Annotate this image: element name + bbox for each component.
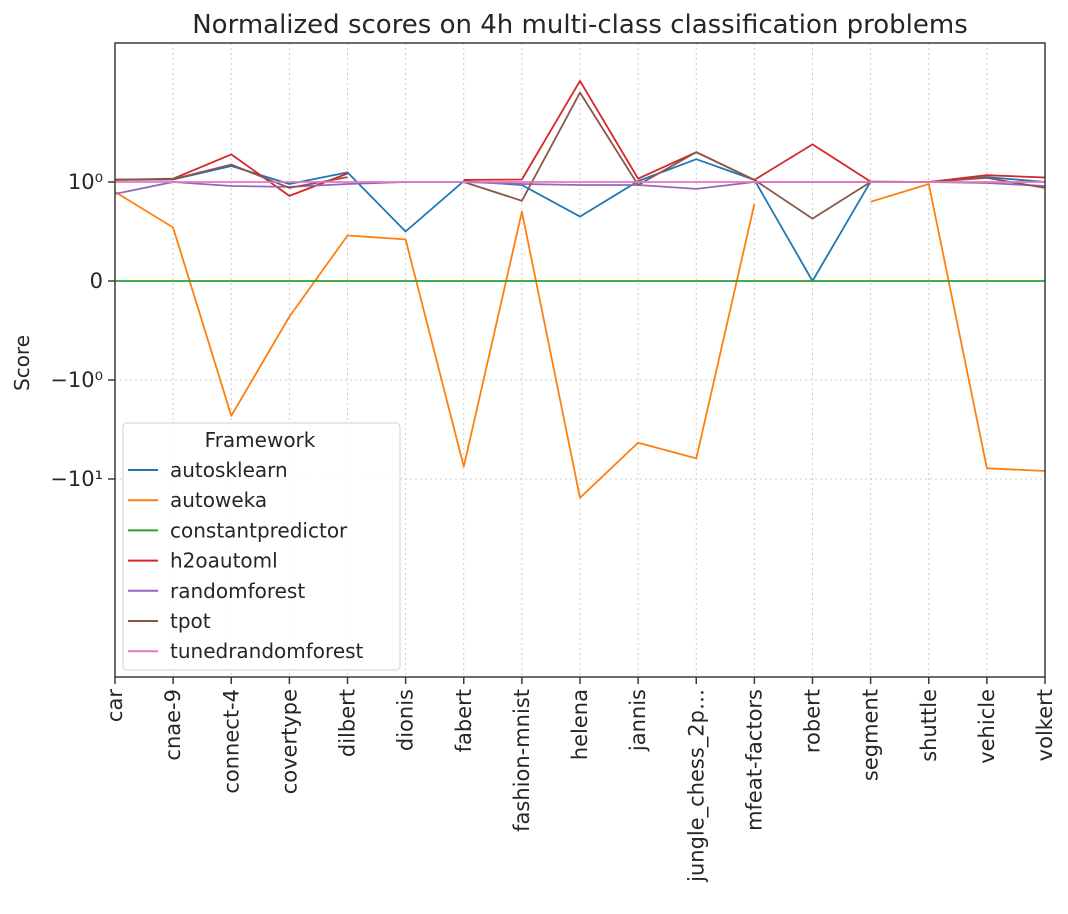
x-tick-label: cnae-9	[161, 689, 185, 761]
series-layer	[114, 80, 1046, 499]
x-tick-label: volkert	[1033, 689, 1057, 761]
x-tick-label: vehicle	[975, 689, 999, 764]
legend-title: Framework	[205, 428, 316, 452]
x-tick-label: fashion-mnist	[510, 689, 534, 832]
x-tick-label: car	[103, 689, 127, 722]
series-line-autoweka	[114, 183, 1046, 499]
y-tick-label: −10¹	[50, 467, 103, 491]
x-tick-label: shuttle	[917, 689, 941, 762]
x-tick-label: jungle_chess_2p…	[684, 689, 709, 883]
legend-label-autosklearn: autosklearn	[170, 458, 288, 482]
legend-label-randomforest: randomforest	[170, 579, 305, 603]
axes: car cnae-9 connect-4 covertype dilbert dionis…	[50, 170, 1057, 883]
legend-label-h2oautoml: h2oautoml	[170, 549, 278, 573]
y-tick-label: 0	[90, 269, 103, 293]
x-tick-label: dilbert	[336, 689, 360, 757]
legend: Framework autosklearn autoweka constantpre…	[122, 422, 401, 671]
x-tick-label: dionis	[394, 689, 418, 751]
x-tick-label: helena	[568, 689, 592, 760]
legend-items: autosklearn autoweka constantpredictor h2oa…	[128, 458, 364, 663]
y-tick-label: 10⁰	[68, 170, 103, 194]
y-tick-label: −10⁰	[50, 368, 103, 392]
legend-label-tpot: tpot	[170, 609, 211, 633]
x-tick-label: jannis	[626, 689, 650, 752]
x-tick-label: covertype	[277, 689, 301, 794]
chart-title: Normalized scores on 4h multi-class clas…	[192, 10, 968, 40]
x-tick-label: connect-4	[219, 689, 243, 794]
legend-box	[122, 422, 401, 671]
x-tick-label: fabert	[452, 689, 476, 752]
series-line-tpot	[114, 91, 1046, 220]
y-axis-label: Score	[10, 335, 34, 391]
x-tick-label: mfeat-factors	[742, 689, 766, 831]
x-tick-label: segment	[859, 689, 883, 781]
legend-label-tunedrandomforest: tunedrandomforest	[170, 639, 364, 663]
legend-label-autoweka: autoweka	[170, 488, 267, 512]
legend-label-constantpredictor: constantpredictor	[170, 518, 348, 542]
x-tick-label: robert	[801, 689, 825, 753]
